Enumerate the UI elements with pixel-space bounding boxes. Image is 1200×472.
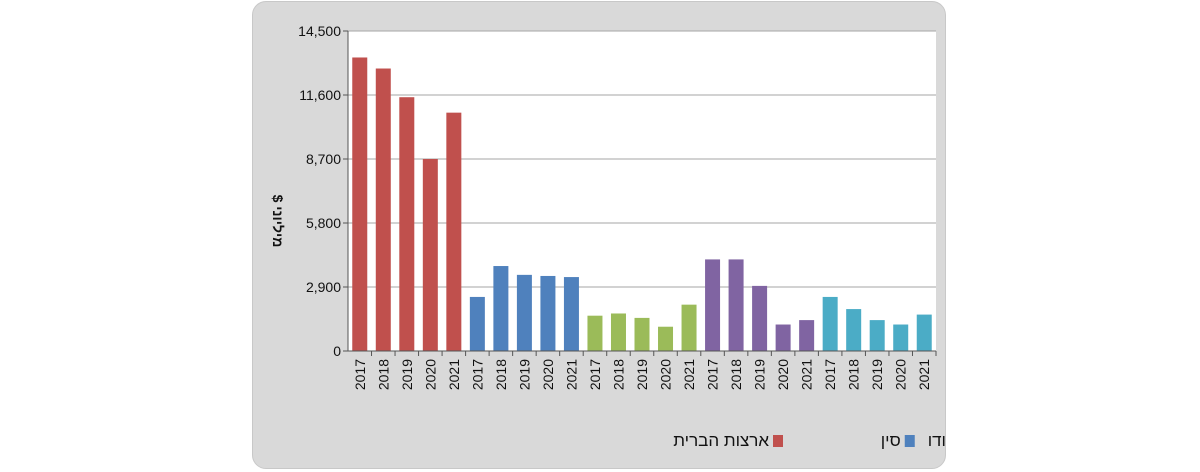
legend-item: סין — [881, 431, 915, 450]
y-tick-label: 0 — [333, 343, 341, 359]
legend-label: הודו — [928, 431, 947, 450]
y-tick-label: 14,500 — [298, 23, 341, 39]
legend-label: ארצות הברית — [673, 431, 769, 450]
legend-item: הודו — [928, 431, 947, 450]
x-tick-label: 2021 — [916, 359, 932, 390]
bar — [610, 313, 626, 351]
y-tick-label: 2,900 — [306, 279, 341, 295]
x-axis-labels: 2017 2018 2019 2020 2021 2017 2018 2019 2020 2021… — [352, 351, 937, 390]
y-axis-ticks: 0 2,900 5,800 8,700 11,600 14,500 — [298, 23, 348, 359]
bar — [916, 314, 932, 351]
x-tick-label: 2021 — [799, 359, 815, 390]
x-tick-label: 2018 — [493, 359, 509, 390]
bar — [658, 326, 674, 351]
bar — [587, 315, 603, 351]
bar — [469, 296, 485, 351]
bar — [728, 259, 744, 351]
x-tick-label: 2018 — [728, 359, 744, 390]
y-tick-label: 5,800 — [306, 215, 341, 231]
bar — [422, 159, 438, 351]
bar — [399, 97, 415, 351]
x-tick-label: 2017 — [469, 359, 485, 390]
bars — [352, 57, 932, 351]
bar — [563, 277, 579, 351]
x-tick-label: 2019 — [869, 359, 885, 390]
legend-swatch — [773, 435, 783, 447]
bar — [493, 266, 509, 351]
gridlines — [348, 30, 936, 288]
x-tick-label: 2020 — [658, 359, 674, 390]
x-tick-label: 2018 — [375, 359, 391, 390]
x-tick-label: 2021 — [446, 359, 462, 390]
x-tick-label: 2020 — [422, 359, 438, 390]
x-tick-label: 2020 — [775, 359, 791, 390]
y-tick-label: 11,600 — [299, 87, 341, 103]
bar — [634, 317, 650, 351]
legend-item: ארצות הברית — [673, 431, 783, 450]
x-tick-label: 2017 — [587, 359, 603, 390]
legend: ארצות הבריתסיןהודוהונג קונגבלגייה — [673, 431, 947, 450]
bar — [846, 309, 862, 351]
bar — [540, 275, 556, 351]
x-tick-label: 2018 — [610, 359, 626, 390]
x-tick-label: 2021 — [563, 359, 579, 390]
x-tick-label: 2021 — [681, 359, 697, 390]
x-tick-label: 2019 — [634, 359, 650, 390]
y-tick-label: 8,700 — [306, 151, 341, 167]
bar — [375, 68, 391, 351]
legend-swatch — [904, 435, 915, 447]
x-tick-label: 2019 — [752, 359, 768, 390]
plot-area — [348, 31, 936, 351]
bar — [822, 296, 838, 351]
bar — [516, 274, 532, 351]
legend-label: סין — [881, 431, 901, 450]
x-tick-label: 2017 — [352, 359, 368, 390]
bar — [775, 324, 791, 351]
x-tick-label: 2019 — [516, 359, 532, 390]
bar — [681, 304, 697, 351]
y-axis-title: מיליוני $ — [270, 195, 286, 248]
chart-frame: 0 2,900 5,800 8,700 11,600 14,500 2017 2018 201… — [252, 1, 947, 469]
bar — [752, 285, 768, 351]
x-tick-label: 2018 — [846, 359, 862, 390]
x-tick-label: 2020 — [540, 359, 556, 390]
x-tick-label: 2020 — [893, 359, 909, 390]
bar — [705, 259, 721, 351]
bar — [799, 320, 815, 351]
x-tick-label: 2017 — [705, 359, 721, 390]
bar — [869, 320, 885, 351]
bar — [446, 112, 462, 351]
x-tick-label: 2017 — [822, 359, 838, 390]
bar — [893, 324, 909, 351]
bar — [352, 57, 368, 351]
x-tick-label: 2019 — [399, 359, 415, 390]
